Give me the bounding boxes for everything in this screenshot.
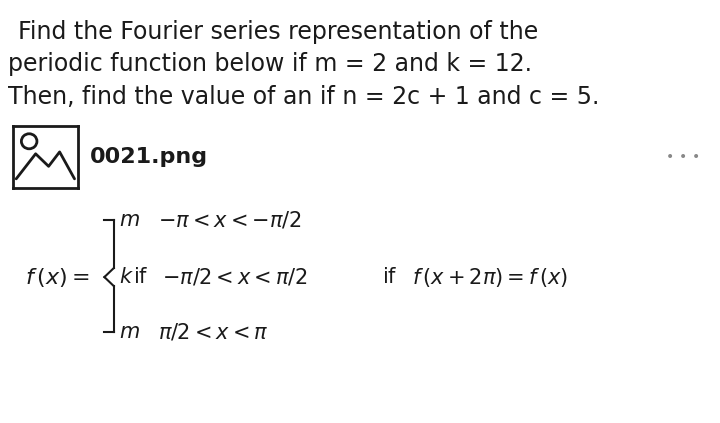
Text: •: • [678,150,687,164]
Text: $m$: $m$ [119,322,140,342]
Text: •: • [691,150,700,164]
Text: Find the Fourier series representation of the: Find the Fourier series representation o… [18,20,539,44]
Text: $m$: $m$ [119,210,140,230]
Text: 0021.png: 0021.png [90,147,208,167]
Text: $-\pi/2 < x < \pi/2$: $-\pi/2 < x < \pi/2$ [162,266,307,288]
Text: Then, find the value of an if n = 2c + 1 and c = 5.: Then, find the value of an if n = 2c + 1… [8,85,599,109]
Text: $k$: $k$ [119,267,134,287]
Text: $f\,(x+2\pi)=f\,(x)$: $f\,(x+2\pi)=f\,(x)$ [412,266,568,288]
Text: $f\,(x)=$: $f\,(x)=$ [25,266,90,288]
Text: $\mathrm{if}$: $\mathrm{if}$ [382,267,397,287]
Text: $-\pi < x < -\pi/2$: $-\pi < x < -\pi/2$ [158,209,302,231]
Text: $\mathrm{if}$: $\mathrm{if}$ [133,267,149,287]
Text: $\pi/2 < x < \pi$: $\pi/2 < x < \pi$ [158,321,269,343]
Text: •: • [665,150,674,164]
Text: periodic function below if m = 2 and k = 12.: periodic function below if m = 2 and k =… [8,52,532,77]
